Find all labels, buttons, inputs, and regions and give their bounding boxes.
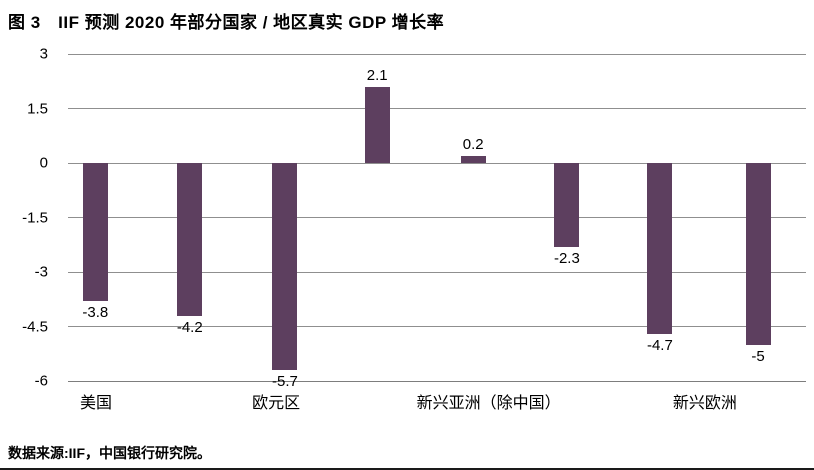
bar: [745, 163, 771, 345]
y-axis-tick-label: -1.5: [22, 209, 48, 226]
bar-value-label: -5: [751, 347, 765, 365]
gridline: [68, 53, 806, 55]
bar: [554, 163, 580, 247]
gridline: [68, 162, 806, 164]
bar-value-label: -4.2: [176, 318, 203, 336]
chart-title: 图 3 IIF 预测 2020 年部分国家 / 地区真实 GDP 增长率: [8, 13, 445, 32]
gridline: [68, 108, 806, 109]
x-axis-tick-label: 新兴亚洲（除中国）: [416, 395, 561, 412]
bar-value-label: -4.7: [646, 336, 673, 354]
bar-value-label: 2.1: [366, 66, 388, 84]
y-axis-tick-label: -4.5: [22, 318, 48, 335]
y-axis-tick-label: 3: [39, 45, 48, 63]
x-axis-tick-label: 美国: [80, 395, 113, 412]
y-axis-tick-label: 1.5: [27, 100, 48, 117]
x-axis-line: [68, 380, 806, 382]
bar: [272, 163, 298, 371]
gridline: [68, 217, 806, 218]
y-axis-tick-label: -6: [34, 372, 48, 390]
x-axis-tick-label: 欧元区: [252, 395, 301, 412]
bar: [82, 163, 108, 302]
y-axis-tick-label: -3: [34, 263, 48, 281]
bar-value-label: -2.3: [553, 249, 580, 267]
bar-value-label: 0.2: [462, 135, 484, 153]
x-axis: 美国 欧元区 新兴亚洲（除中国） 新兴欧洲: [68, 389, 806, 412]
gridline: [68, 326, 806, 327]
y-axis-tick-label: 0: [39, 154, 48, 172]
bar: [177, 163, 203, 316]
bar-value-label: -3.8: [82, 304, 109, 322]
x-axis-tick-label: 新兴欧洲: [672, 395, 737, 412]
bar: [647, 163, 673, 334]
bar: [460, 155, 486, 163]
bar-value-label: -5.7: [272, 373, 298, 391]
bar: [364, 86, 390, 163]
gridline: [68, 271, 806, 273]
y-axis: 3 1.5 0 -1.5 -3 -4.5 -6: [0, 46, 48, 390]
plot-area: -3.8 -4.2 -5.7 2.1 0.2 -2.3 -4.7 -5: [68, 53, 806, 390]
source-note: 数据来源:IIF，中国银行研究院。: [8, 445, 211, 461]
